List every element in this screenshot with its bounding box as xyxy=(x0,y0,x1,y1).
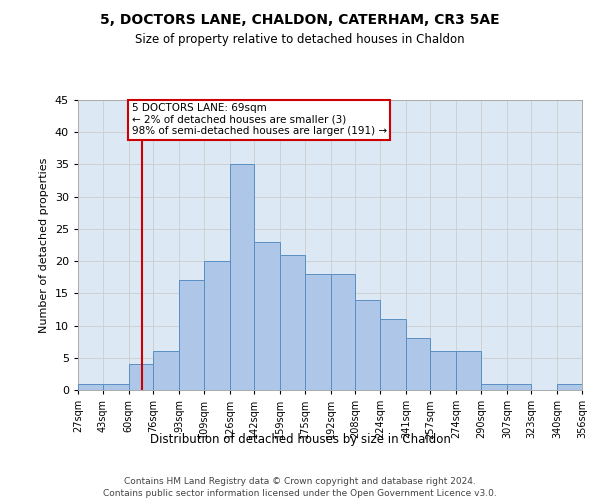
Bar xyxy=(128,364,153,390)
Bar xyxy=(280,254,305,390)
Bar xyxy=(457,352,481,390)
Bar xyxy=(78,384,103,390)
Text: Distribution of detached houses by size in Chaldon: Distribution of detached houses by size … xyxy=(149,432,451,446)
Text: Contains public sector information licensed under the Open Government Licence v3: Contains public sector information licen… xyxy=(103,489,497,498)
Y-axis label: Number of detached properties: Number of detached properties xyxy=(39,158,49,332)
Bar xyxy=(254,242,280,390)
Bar xyxy=(230,164,254,390)
Bar xyxy=(203,261,230,390)
Bar xyxy=(103,384,128,390)
Bar xyxy=(305,274,331,390)
Bar xyxy=(406,338,430,390)
Bar xyxy=(507,384,532,390)
Text: Contains HM Land Registry data © Crown copyright and database right 2024.: Contains HM Land Registry data © Crown c… xyxy=(124,478,476,486)
Bar xyxy=(380,319,406,390)
Bar xyxy=(179,280,203,390)
Bar xyxy=(430,352,457,390)
Text: Size of property relative to detached houses in Chaldon: Size of property relative to detached ho… xyxy=(135,32,465,46)
Bar xyxy=(481,384,507,390)
Bar xyxy=(355,300,380,390)
Bar xyxy=(557,384,582,390)
Text: 5, DOCTORS LANE, CHALDON, CATERHAM, CR3 5AE: 5, DOCTORS LANE, CHALDON, CATERHAM, CR3 … xyxy=(100,12,500,26)
Bar xyxy=(331,274,355,390)
Bar xyxy=(153,352,179,390)
Text: 5 DOCTORS LANE: 69sqm
← 2% of detached houses are smaller (3)
98% of semi-detach: 5 DOCTORS LANE: 69sqm ← 2% of detached h… xyxy=(131,103,387,136)
